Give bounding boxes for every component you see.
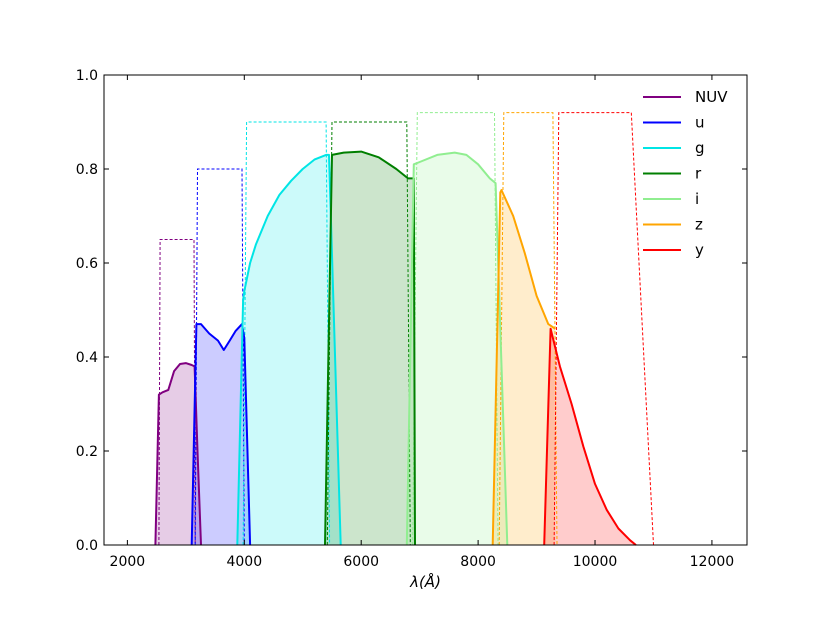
x-tick-label: 8000 (460, 554, 496, 570)
line-r (324, 150, 416, 546)
legend-label-nuv: NUV (695, 88, 728, 106)
plot-frame (103, 74, 748, 546)
legend-label-z: z (695, 216, 703, 234)
y-tick-label: 0.8 (76, 162, 98, 178)
line-y (543, 327, 637, 546)
envelope-y (553, 112, 654, 546)
area-y (544, 328, 636, 545)
x-tick-label: 2000 (110, 554, 146, 570)
legend-label-y: y (695, 241, 704, 259)
legend-label-g: g (695, 139, 705, 157)
area-z (492, 190, 556, 545)
x-axis-title: λ(Å) (409, 572, 441, 591)
series-layer (154, 112, 654, 546)
area-u (191, 324, 251, 545)
line-g (236, 153, 342, 546)
area-r (325, 151, 415, 545)
legend-label-u: u (695, 114, 705, 132)
legend-label-r: r (695, 165, 702, 183)
area-i (406, 152, 508, 545)
x-tick-label: 12000 (690, 554, 735, 570)
line-z (491, 189, 556, 546)
legend-label-i: i (695, 190, 699, 208)
y-tick-label: 0.4 (76, 350, 98, 366)
axes-layer: 2000 4000 6000 8000 10000 12000 0.0 0.2 0.4 0.6 0.… (76, 68, 748, 570)
x-tick-label: 10000 (573, 554, 618, 570)
area-g (237, 154, 341, 545)
x-tick-label: 6000 (343, 554, 379, 570)
x-tick-label: 4000 (226, 554, 262, 570)
line-i (405, 151, 509, 546)
y-tick-label: 0.0 (76, 538, 98, 554)
envelope-g (242, 121, 331, 546)
y-tick-label: 0.2 (76, 444, 98, 460)
y-tick-label: 1.0 (76, 68, 98, 84)
y-tick-label: 0.6 (76, 256, 98, 272)
area-nuv (155, 363, 201, 545)
